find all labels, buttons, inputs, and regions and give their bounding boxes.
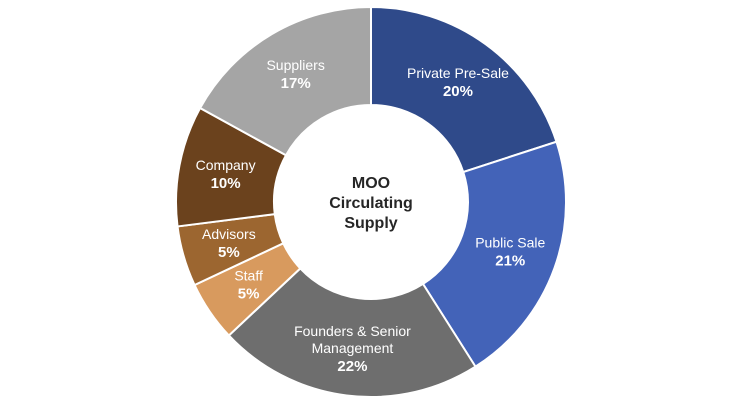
slice-founders-and-senior-management [227, 266, 477, 398]
slice-value-advisors: 5% [218, 244, 240, 261]
slice-value-private-pre-sale: 20% [443, 83, 473, 100]
slice-label-suppliers: Suppliers 17% [266, 57, 324, 92]
slice-label-line: Founders & Senior [294, 323, 411, 339]
slice-label-line: Suppliers [266, 57, 324, 73]
slice-label-line: Management [312, 340, 394, 356]
slice-label-advisors: Advisors 5% [202, 226, 256, 261]
donut-slices [175, 5, 567, 398]
slice-value-suppliers: 17% [281, 75, 311, 92]
slice-value-company: 10% [211, 175, 241, 192]
slice-suppliers [198, 5, 372, 157]
slice-label-founders-and-senior-management: Founders & Senior Management 22% [294, 323, 411, 375]
chart-title: MOO Circulating Supply [329, 175, 413, 232]
slice-value-founders-and-senior-management: 22% [337, 358, 367, 375]
slice-label-line: Advisors [202, 226, 256, 242]
chart-title-line: Supply [344, 215, 397, 232]
slice-value-staff: 5% [238, 286, 260, 303]
slice-label-staff: Staff 5% [234, 268, 263, 303]
slice-label-line: Company [196, 157, 256, 173]
slice-public-sale [421, 140, 567, 369]
slice-label-company: Company 10% [196, 157, 256, 192]
slice-private-pre-sale [370, 5, 558, 174]
chart-title-line: Circulating [329, 195, 413, 212]
slice-value-public-sale: 21% [495, 253, 525, 270]
slice-label-line: Public Sale [475, 235, 545, 251]
slice-label-line: Staff [234, 268, 263, 284]
slice-label-line: Private Pre-Sale [407, 65, 509, 81]
chart-title-line: MOO [352, 175, 390, 192]
slice-label-private-pre-sale: Private Pre-Sale 20% [407, 65, 509, 100]
slice-labels: Private Pre-Sale 20% Public Sale 21% Founder… [196, 57, 546, 375]
slice-label-public-sale: Public Sale 21% [475, 235, 545, 270]
